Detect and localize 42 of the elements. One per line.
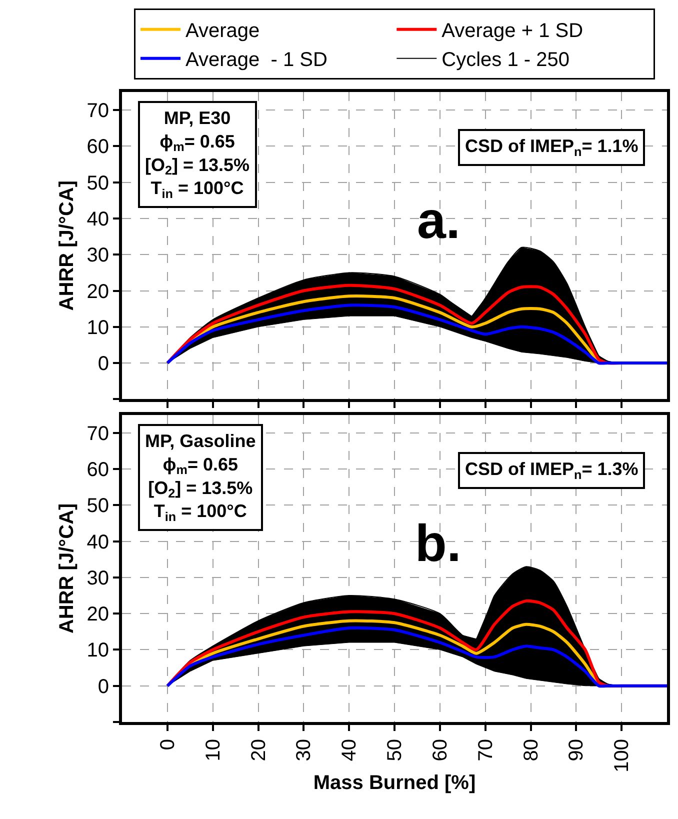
annotation: CSD of IMEP$_{n}$= 1.3%: [465, 459, 638, 482]
annotation: CSD of IMEP$_{n}$= 1.1%: [465, 136, 638, 159]
x-tick-label: 0: [156, 739, 179, 750]
y-tick-label: 0: [98, 676, 109, 698]
y-tick-label: 50: [86, 172, 109, 194]
x-tick-label: 100: [611, 739, 634, 772]
annotation: a.: [417, 192, 460, 250]
y-axis-title: AHRR [J/°CA]: [56, 180, 78, 311]
x-tick-label: 70: [474, 739, 497, 762]
x-axis-title: Mass Burned [%]: [313, 772, 476, 794]
y-tick-label: 60: [86, 136, 109, 158]
y-tick-label: 30: [86, 244, 109, 267]
y-tick-label: 30: [86, 567, 109, 590]
y-tick-label: 60: [86, 459, 109, 482]
x-tick-label: 30: [293, 739, 316, 762]
legend-label: Average + 1 SD: [442, 20, 584, 42]
y-tick-label: 40: [86, 531, 109, 554]
y-tick-label: 50: [86, 495, 109, 518]
y-tick-label: 0: [98, 353, 109, 376]
x-tick-label: 60: [429, 739, 452, 762]
legend-label: Average - 1 SD: [186, 49, 328, 72]
x-tick-label: 10: [202, 739, 224, 762]
legend-label: Cycles 1 - 250: [442, 49, 570, 72]
x-tick-label: 20: [248, 739, 270, 762]
x-tick-label: 50: [384, 739, 406, 762]
y-tick-label: 20: [86, 604, 109, 626]
legend-label: Average: [186, 20, 260, 42]
line-series: [166, 304, 667, 365]
x-tick-label: 80: [520, 739, 542, 762]
line-series: [166, 626, 667, 688]
text: MP, Gasoline ϕ$_{m}$= 0.65 [O$_{2}$] = 13.5% T$_{in}$ = 100°C: [145, 431, 256, 524]
x-tick-label: 40: [338, 739, 361, 762]
y-tick-label: 20: [86, 280, 109, 303]
y-tick-label: 40: [86, 208, 109, 230]
y-tick-label: 70: [86, 100, 109, 122]
annotation: b.: [415, 515, 462, 573]
y-tick-label: 70: [86, 422, 109, 445]
text: MP, E30 ϕ$_{m}$= 0.65 [O$_{2}$] = 13.5% T$_{in}$ = 100°C: [145, 108, 250, 201]
x-tick-label: 90: [566, 739, 588, 762]
y-tick-label: 10: [86, 640, 109, 662]
y-axis-title: AHRR [J/°CA]: [56, 503, 78, 634]
y-tick-label: 10: [86, 316, 109, 339]
